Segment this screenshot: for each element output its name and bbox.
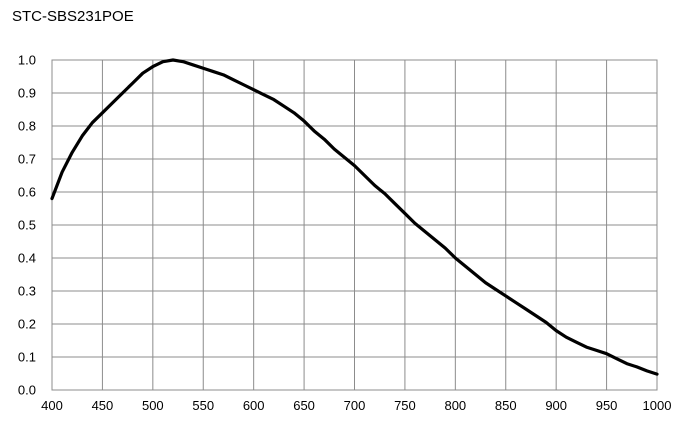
x-tick-label: 750 bbox=[394, 398, 416, 413]
tick-label-layer: 400 450 500 550 600 650 700 750 800 850 900 950 1000… bbox=[18, 53, 672, 414]
y-tick-label: 0.9 bbox=[18, 86, 36, 101]
y-tick-label: 0.3 bbox=[18, 284, 36, 299]
x-tick-label: 600 bbox=[243, 398, 265, 413]
y-tick-label: 1.0 bbox=[18, 53, 36, 68]
x-tick-label: 850 bbox=[495, 398, 517, 413]
x-tick-label: 950 bbox=[596, 398, 618, 413]
y-tick-label: 0.6 bbox=[18, 185, 36, 200]
series-layer bbox=[50, 58, 659, 376]
y-tick-label: 0.5 bbox=[18, 218, 36, 233]
y-tick-label: 0.8 bbox=[18, 119, 36, 134]
series-line bbox=[50, 58, 659, 376]
grid-layer bbox=[51, 59, 658, 391]
y-tick-label: 0.0 bbox=[18, 383, 36, 398]
y-tick-label: 0.7 bbox=[18, 152, 36, 167]
y-tick-label: 0.4 bbox=[18, 251, 36, 266]
x-tick-label: 650 bbox=[293, 398, 315, 413]
y-tick-label: 0.2 bbox=[18, 317, 36, 332]
x-tick-label: 500 bbox=[142, 398, 164, 413]
x-tick-label: 1000 bbox=[643, 398, 672, 413]
x-tick-label: 400 bbox=[41, 398, 63, 413]
x-tick-label: 800 bbox=[444, 398, 466, 413]
x-tick-label: 550 bbox=[192, 398, 214, 413]
plot-area-border bbox=[51, 59, 658, 391]
x-tick-label: 450 bbox=[92, 398, 114, 413]
y-tick-label: 0.1 bbox=[18, 350, 36, 365]
chart-title: STC-SBS231POE bbox=[12, 8, 134, 25]
axis-layer bbox=[51, 59, 658, 391]
x-tick-label: 700 bbox=[344, 398, 366, 413]
x-tick-label: 900 bbox=[545, 398, 567, 413]
